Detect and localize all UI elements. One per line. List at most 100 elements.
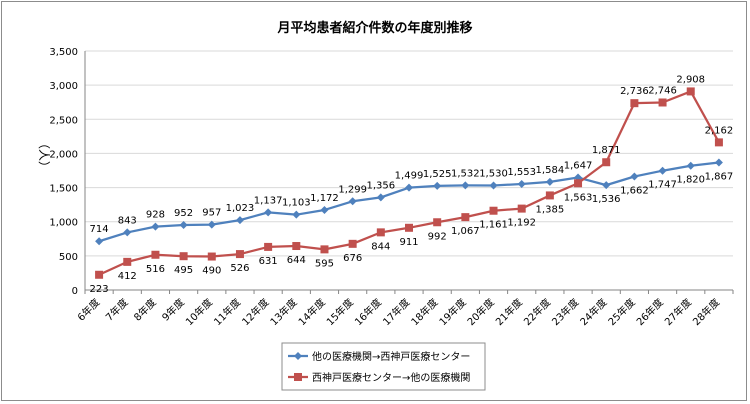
data-label: 2,908	[676, 74, 705, 85]
y-axis-label: （人）	[37, 137, 51, 173]
data-point-diamond	[489, 181, 498, 190]
x-tick-label: 14年度	[295, 296, 327, 328]
legend-label-1: 西神戸医療センター→他の医療機関	[312, 371, 470, 384]
data-point-square	[95, 270, 104, 279]
x-tick-label: 10年度	[183, 296, 215, 328]
data-point-square	[517, 204, 526, 213]
x-tick-label: 26年度	[634, 296, 666, 328]
y-tick-label: 2,500	[49, 115, 78, 126]
data-label: 1,192	[507, 218, 536, 229]
data-point-square	[658, 98, 667, 107]
data-label: 1,871	[592, 145, 621, 156]
data-label: 223	[90, 284, 109, 295]
data-label: 1,023	[226, 203, 255, 214]
data-point-diamond	[714, 158, 723, 167]
data-label: 1,747	[648, 180, 677, 191]
data-label: 676	[343, 253, 362, 264]
data-label: 1,563	[564, 192, 593, 203]
data-label: 844	[371, 241, 390, 252]
data-label: 631	[259, 256, 278, 267]
x-tick-label: 11年度	[211, 296, 243, 328]
data-label: 490	[202, 266, 221, 277]
data-point-square	[264, 242, 273, 251]
y-tick-label: 500	[59, 252, 78, 263]
data-label: 911	[399, 237, 418, 248]
data-point-diamond	[95, 237, 104, 246]
x-tick-label: 6年度	[75, 296, 103, 324]
x-tick-label: 7年度	[103, 296, 131, 324]
data-label: 1,647	[564, 161, 593, 172]
data-point-square	[123, 257, 132, 266]
data-point-square	[630, 99, 639, 108]
data-point-diamond	[686, 161, 695, 170]
data-label: 1,662	[620, 186, 649, 197]
data-point-diamond	[602, 181, 611, 190]
x-tick-label: 21年度	[493, 296, 525, 328]
data-point-square	[405, 223, 413, 232]
data-point-diamond	[123, 228, 132, 237]
data-point-diamond	[207, 220, 216, 229]
y-tick-label: 2,000	[49, 149, 78, 160]
data-point-diamond	[348, 197, 357, 206]
axes	[84, 51, 734, 294]
data-label: 1,299	[338, 184, 367, 195]
data-label: 1,103	[282, 198, 311, 209]
data-point-diamond	[658, 166, 667, 175]
data-label: 1,584	[536, 165, 565, 176]
data-point-square	[151, 250, 160, 259]
data-point-square	[489, 206, 498, 215]
data-point-square	[348, 239, 357, 248]
data-label: 1,385	[536, 204, 565, 215]
data-point-diamond	[461, 181, 470, 190]
data-label: 1,536	[592, 194, 621, 205]
x-tick-label: 17年度	[380, 296, 412, 328]
x-tick-label: 16年度	[352, 296, 384, 328]
data-label: 1,553	[507, 167, 536, 178]
x-tick-label: 20年度	[464, 296, 496, 328]
y-tick-label: 0	[72, 286, 78, 297]
legend-marker-diamond	[294, 352, 302, 360]
series-group	[95, 87, 723, 279]
x-tick-label: 24年度	[577, 296, 609, 328]
data-point-square	[545, 191, 554, 200]
data-label: 2,746	[648, 85, 677, 96]
data-point-diamond	[179, 220, 188, 229]
data-point-diamond	[264, 208, 273, 217]
data-label: 1,137	[254, 195, 283, 206]
x-tick-label: 9年度	[159, 296, 187, 324]
legend-marker-square	[294, 373, 302, 381]
legend-label-0: 他の医療機関→西神戸医療センター	[312, 350, 470, 363]
x-tick-label: 15年度	[324, 296, 356, 328]
data-label: 928	[146, 210, 165, 221]
legend-box	[281, 342, 486, 391]
data-label: 1,525	[423, 169, 452, 180]
data-point-diamond	[292, 210, 301, 219]
data-point-square	[292, 242, 301, 251]
data-label: 957	[202, 208, 221, 219]
data-point-diamond	[630, 172, 639, 181]
y-tick-label: 1,500	[49, 184, 78, 195]
x-tick-label: 28年度	[690, 296, 722, 328]
data-point-diamond	[320, 205, 329, 214]
x-axis-tick-labels: 6年度 7年度 8年度 9年度10年度11年度12年度13年度14年度15年度16年度…	[75, 296, 723, 328]
data-point-diamond	[235, 216, 244, 225]
data-label: 1,820	[676, 175, 705, 186]
data-point-square	[235, 250, 244, 259]
data-point-square	[207, 252, 216, 261]
x-tick-label: 8年度	[131, 296, 159, 324]
data-label: 1,867	[705, 172, 734, 183]
data-label: 1,067	[451, 226, 480, 237]
data-label: 843	[118, 215, 137, 226]
data-label: 412	[118, 271, 137, 282]
data-label: 1,161	[479, 220, 508, 231]
data-point-square	[602, 158, 611, 167]
data-point-diamond	[376, 193, 385, 202]
data-label: 495	[174, 265, 193, 276]
data-point-diamond	[433, 181, 442, 190]
chart-title: 月平均患者紹介件数の年度別推移	[276, 20, 472, 36]
data-label: 2,736	[620, 86, 649, 97]
